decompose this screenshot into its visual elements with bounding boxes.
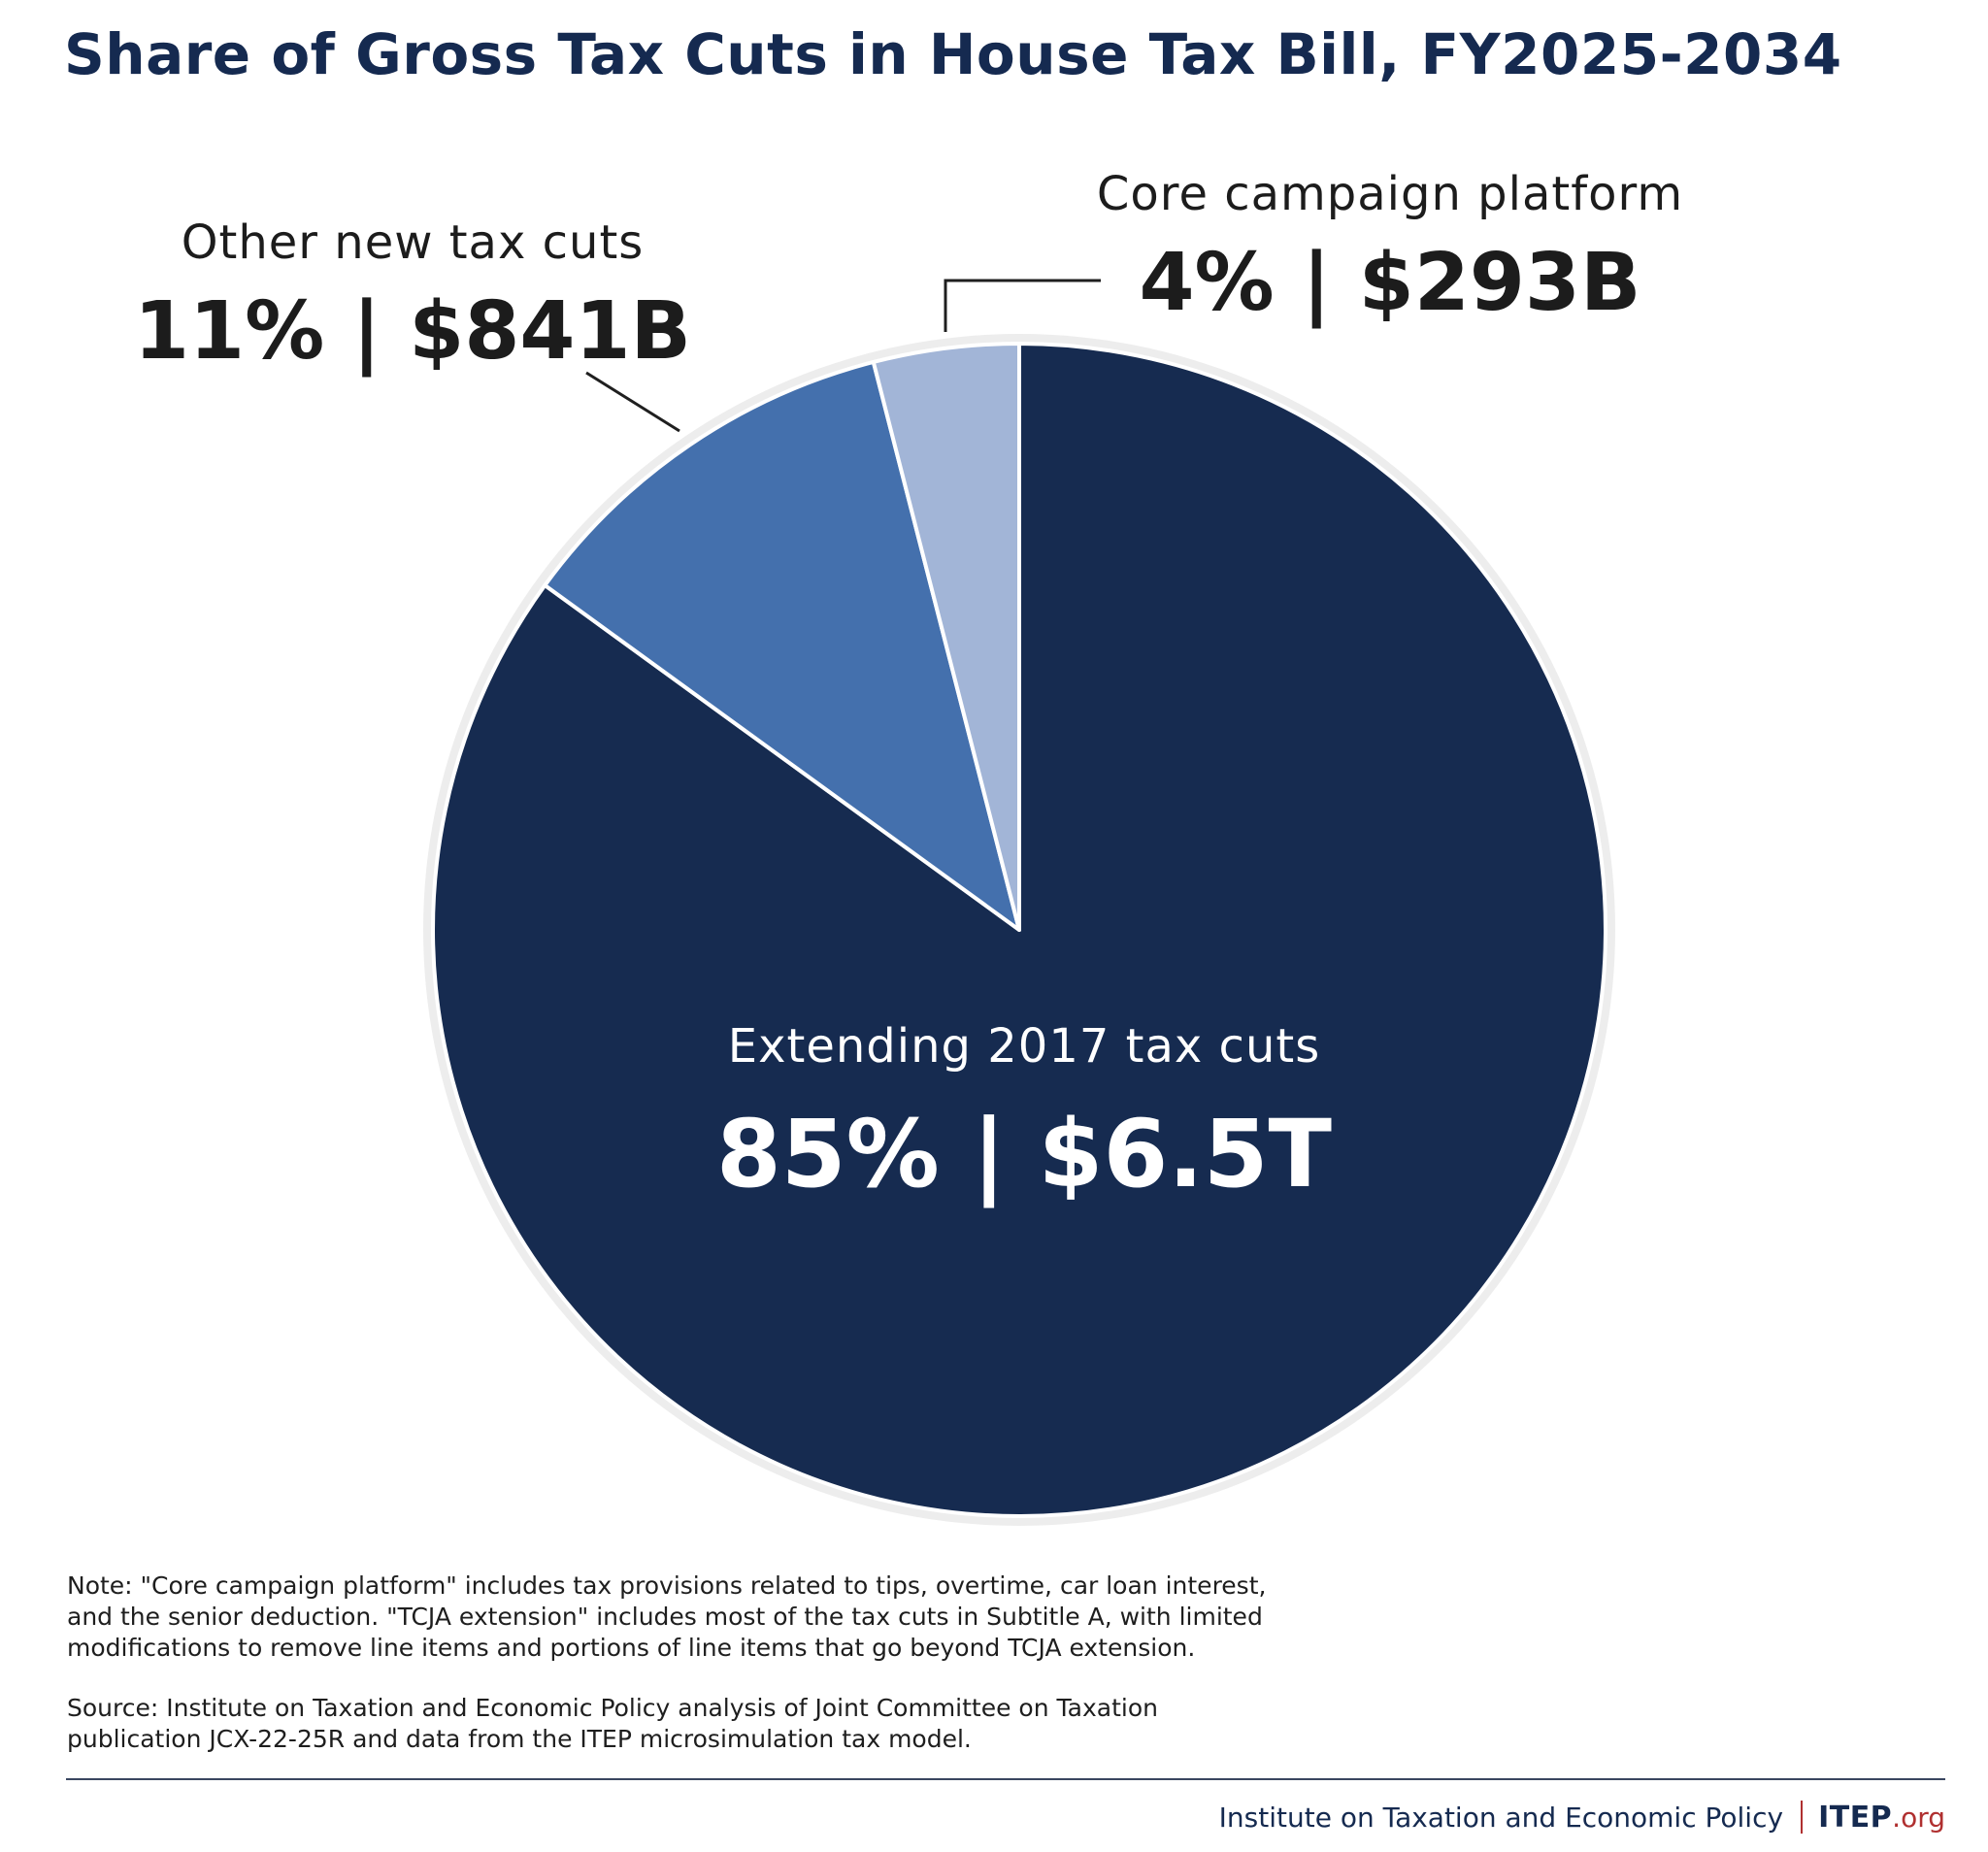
slice-value-core-campaign-platform: 4% | $293B (1140, 237, 1641, 330)
footer-organization-name: Institute on Taxation and Economic Polic… (1218, 1801, 1784, 1834)
chart-title: Share of Gross Tax Cuts in House Tax Bil… (64, 21, 1842, 87)
leader-line-core-campaign-platform (944, 279, 1101, 332)
footer-separator (1801, 1801, 1804, 1834)
footer: Institute on Taxation and Economic Polic… (1219, 1798, 1945, 1836)
footer-logo: ITEP (1818, 1800, 1893, 1835)
footer-divider-rule (66, 1778, 1945, 1780)
footer-logo-suffix: .org (1892, 1801, 1945, 1834)
pie-slice-other (543, 359, 1021, 932)
slice-label-extending-2017-tax-cuts: Extending 2017 tax cuts (728, 1019, 1320, 1074)
slice-value-other-new-tax-cuts: 11% | $841B (134, 285, 691, 379)
pie-slice-core (871, 342, 1021, 932)
leader-line-other-new-tax-cuts (585, 371, 680, 433)
slice-label-core-campaign-platform: Core campaign platform (1097, 167, 1683, 221)
chart-source: Source: Institute on Taxation and Econom… (67, 1694, 1158, 1753)
slice-value-extending-2017-tax-cuts: 85% | $6.5T (716, 1100, 1332, 1209)
chart-note: Note: "Core campaign platform" includes … (67, 1571, 1267, 1662)
slice-label-other-new-tax-cuts: Other new tax cuts (182, 215, 645, 270)
